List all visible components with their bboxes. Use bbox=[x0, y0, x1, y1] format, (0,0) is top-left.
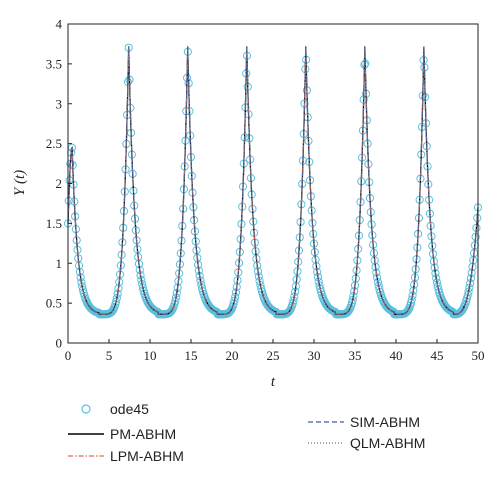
y-axis-label: Y (t) bbox=[12, 170, 28, 196]
x-tick-label: 50 bbox=[472, 348, 485, 363]
legend-label: LPM-ABHM bbox=[110, 448, 184, 464]
legend: ode45 PM-ABHM LPM-ABHM SIM-ABHM QLM-ABHM bbox=[68, 401, 425, 464]
legend-label: SIM-ABHM bbox=[350, 414, 420, 430]
y-tick-label: 2.5 bbox=[46, 136, 62, 151]
ode45-point bbox=[463, 291, 472, 300]
ode45-point bbox=[374, 281, 383, 291]
ode45-point bbox=[375, 285, 384, 294]
ode45-point bbox=[348, 295, 357, 305]
legend-label: QLM-ABHM bbox=[350, 435, 425, 451]
legend-swatch bbox=[81, 404, 91, 414]
ode45-point bbox=[112, 293, 121, 303]
ode45-point bbox=[289, 296, 298, 305]
legend-item-lpm-abhm: LPM-ABHM bbox=[68, 448, 184, 464]
legend-item-ode45: ode45 bbox=[81, 401, 149, 417]
series-ode45-markers bbox=[63, 43, 483, 319]
legend-item-qlm-abhm: QLM-ABHM bbox=[308, 435, 425, 451]
y-tick-label: 1 bbox=[56, 256, 63, 271]
y-tick-label: 1.5 bbox=[46, 216, 62, 231]
y-tick-label: 0 bbox=[56, 336, 63, 351]
ode45-point bbox=[407, 295, 416, 304]
legend-label: PM-ABHM bbox=[110, 426, 176, 442]
ode45-point bbox=[464, 287, 473, 296]
ode45-point bbox=[171, 297, 180, 306]
y-tick-label: 3 bbox=[56, 96, 63, 111]
x-tick-label: 10 bbox=[144, 348, 157, 363]
legend-item-sim-abhm: SIM-ABHM bbox=[308, 414, 420, 430]
y-tick-label: 4 bbox=[56, 17, 63, 32]
x-tick-label: 20 bbox=[226, 348, 239, 363]
x-tick-label: 45 bbox=[431, 348, 444, 363]
series-line-sim-abhm bbox=[67, 46, 479, 315]
ode45-point bbox=[316, 284, 325, 294]
ode45-point bbox=[257, 284, 266, 293]
y-tick-label: 0.5 bbox=[46, 296, 62, 311]
x-tick-label: 5 bbox=[106, 348, 113, 363]
x-tick-label: 25 bbox=[267, 348, 280, 363]
x-tick-label: 30 bbox=[308, 348, 321, 363]
ode45-point bbox=[78, 286, 88, 295]
y-tick-label: 2 bbox=[56, 176, 63, 191]
x-tick-label: 35 bbox=[349, 348, 362, 363]
x-tick-label: 15 bbox=[185, 348, 198, 363]
x-tick-label: 40 bbox=[390, 348, 403, 363]
ode45-point bbox=[433, 282, 442, 291]
series-layer bbox=[63, 43, 483, 319]
y-tick-label: 3.5 bbox=[46, 56, 62, 71]
ticks-layer: 0 5 10 15 20 25 30 35 40 45 50 0 0.5 1 1.5 2 2.5 3 3.5 4 bbox=[46, 17, 485, 364]
ode45-point bbox=[112, 297, 121, 306]
ode45-point bbox=[138, 283, 147, 292]
x-axis-label: t bbox=[271, 374, 276, 390]
ode45-point bbox=[197, 284, 207, 293]
legend-item-pm-abhm: PM-ABHM bbox=[68, 426, 176, 442]
x-tick-label: 0 bbox=[65, 348, 72, 363]
legend-label: ode45 bbox=[110, 401, 149, 417]
ode45-point bbox=[230, 296, 239, 305]
